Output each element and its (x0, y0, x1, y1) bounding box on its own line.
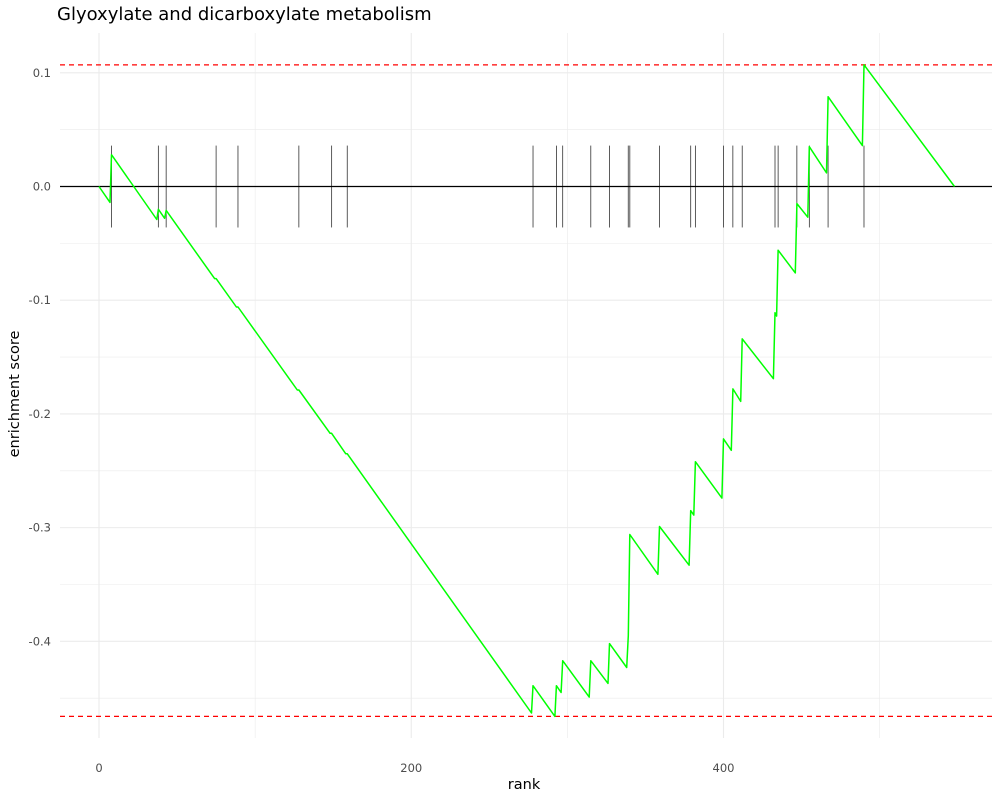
x-tick-label: 400 (713, 761, 735, 775)
chart-title: Glyoxylate and dicarboxylate metabolism (57, 4, 432, 25)
y-axis-title: enrichment score (7, 331, 23, 458)
x-axis-title: rank (508, 777, 541, 793)
x-tick-labels: 0 200 400 (95, 761, 734, 775)
x-tick-label: 0 (95, 761, 102, 775)
x-tick-label: 200 (400, 761, 422, 775)
hit-marks (111, 145, 865, 228)
y-tick-label: 0.0 (33, 180, 51, 194)
y-tick-labels: -0.4 -0.3 -0.2 -0.1 0.0 0.1 (29, 66, 51, 649)
enrichment-score-curve (98, 64, 956, 718)
y-tick-label: -0.3 (29, 521, 51, 535)
y-tick-label: -0.2 (29, 407, 51, 421)
y-tick-label: -0.4 (29, 634, 51, 648)
y-tick-label: 0.1 (33, 66, 51, 80)
grid-lines (60, 33, 992, 738)
y-tick-label: -0.1 (29, 293, 51, 307)
